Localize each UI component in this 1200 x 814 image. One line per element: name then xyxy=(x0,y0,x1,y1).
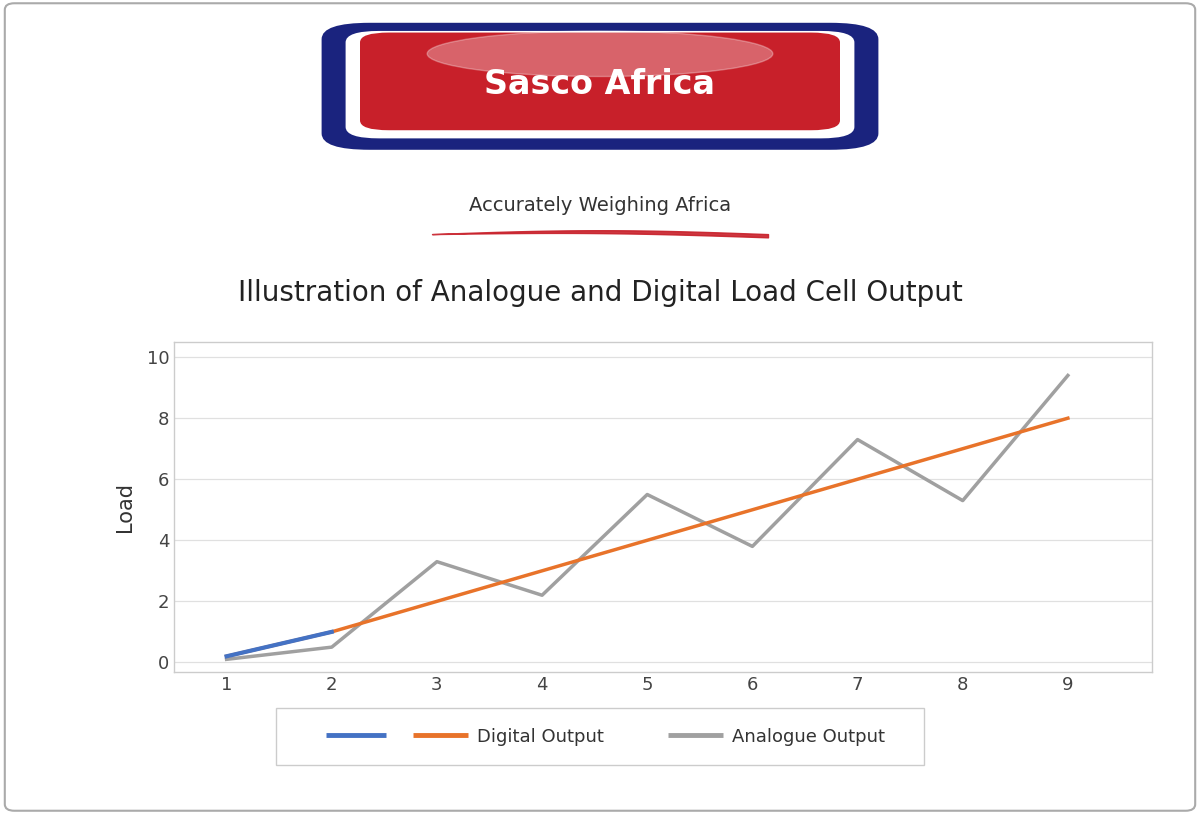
Digital Output xyxy=(640,536,654,545)
Digital Output xyxy=(324,627,338,637)
Digital Output xyxy=(430,597,444,606)
Y-axis label: Load: Load xyxy=(115,482,136,532)
FancyBboxPatch shape xyxy=(276,708,924,765)
Ellipse shape xyxy=(427,31,773,77)
Digital Output xyxy=(745,505,760,514)
Text: Illustration of Analogue and Digital Load Cell Output: Illustration of Analogue and Digital Loa… xyxy=(238,278,962,307)
Line: Digital Output: Digital Output xyxy=(227,418,1068,656)
Analogue Output xyxy=(535,590,550,600)
FancyBboxPatch shape xyxy=(322,23,878,150)
Digital Output xyxy=(1061,414,1075,423)
Analogue Output xyxy=(955,496,970,505)
Analogue Output xyxy=(430,557,444,567)
Analogue Output xyxy=(745,541,760,551)
X-axis label: Output: Output xyxy=(626,708,700,729)
FancyBboxPatch shape xyxy=(360,33,840,130)
Text: Sasco Africa: Sasco Africa xyxy=(485,68,715,101)
Text: Digital Output: Digital Output xyxy=(476,728,604,746)
FancyBboxPatch shape xyxy=(346,31,854,138)
Analogue Output xyxy=(851,435,865,444)
Analogue Output xyxy=(1061,370,1075,380)
Line: Analogue Output: Analogue Output xyxy=(227,375,1068,659)
Text: Accurately Weighing Africa: Accurately Weighing Africa xyxy=(469,196,731,215)
Digital Output xyxy=(535,566,550,575)
Analogue Output xyxy=(640,489,654,499)
Digital Output xyxy=(220,651,234,661)
Digital Output xyxy=(955,444,970,453)
Analogue Output xyxy=(324,642,338,652)
Analogue Output xyxy=(220,654,234,664)
Text: Analogue Output: Analogue Output xyxy=(732,728,886,746)
Digital Output xyxy=(851,475,865,484)
